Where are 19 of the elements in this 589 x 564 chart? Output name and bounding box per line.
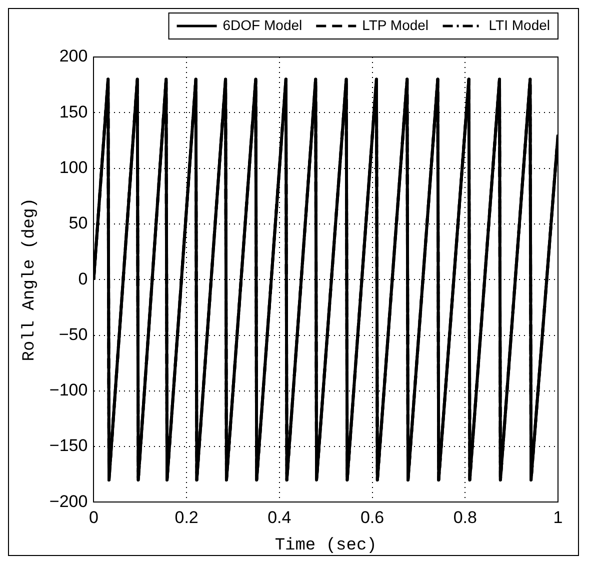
y-axis-title: Roll Angle (deg) — [20, 198, 40, 362]
y-tick-label: 0 — [78, 269, 88, 288]
y-tick-label: −150 — [49, 436, 88, 456]
y-tick-label: 150 — [59, 102, 88, 122]
x-tick-label: 0.4 — [268, 508, 292, 528]
y-tick-label: −100 — [49, 380, 88, 400]
x-axis-title: Time (sec) — [274, 536, 377, 556]
legend-label: 6DOF Model — [222, 16, 302, 33]
x-tick-label: 0.8 — [453, 508, 477, 528]
legend-label: LTP Model — [362, 16, 429, 33]
x-tick-label: 0.2 — [174, 508, 198, 528]
legend-label: LTI Model — [488, 16, 550, 33]
y-tick-label: −200 — [49, 492, 88, 511]
x-tick-label: 0.6 — [360, 508, 384, 528]
y-tick-label: −50 — [58, 324, 88, 344]
y-tick-label: 100 — [59, 158, 88, 177]
y-tick-label: 200 — [59, 46, 88, 66]
x-tick-label: 1 — [553, 508, 563, 528]
y-tick-label: 50 — [68, 214, 88, 233]
